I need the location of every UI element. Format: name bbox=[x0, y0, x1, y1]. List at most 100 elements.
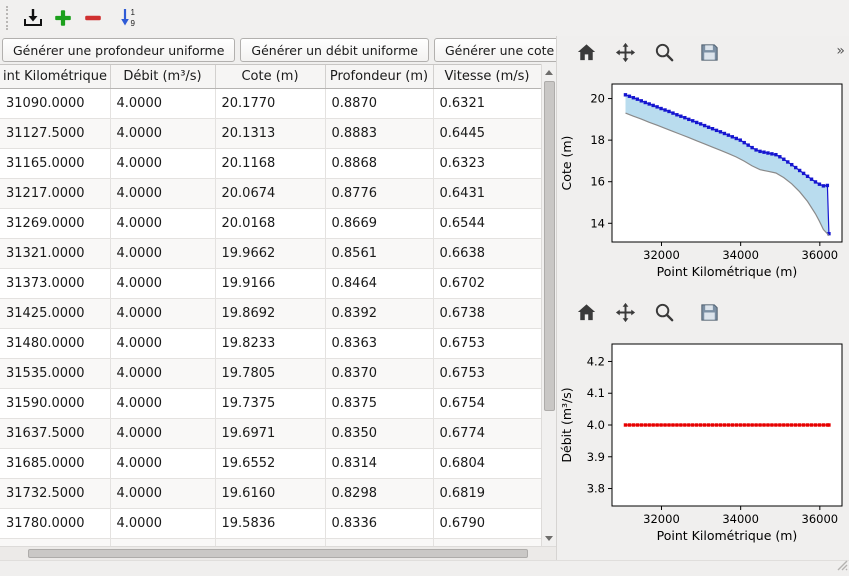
table-cell[interactable]: 19.5836 bbox=[215, 508, 326, 539]
resize-grip[interactable] bbox=[835, 556, 848, 575]
table-cell[interactable]: 4.0000 bbox=[110, 328, 216, 359]
table-cell[interactable]: 4.0000 bbox=[110, 538, 216, 546]
table-cell[interactable]: 0.6790 bbox=[433, 508, 541, 539]
table-cell[interactable]: 0.8298 bbox=[325, 478, 434, 509]
table-cell[interactable]: 19.6160 bbox=[215, 478, 326, 509]
column-header-0[interactable]: int Kilométrique ( bbox=[0, 65, 111, 89]
table-cell[interactable]: 0.8868 bbox=[325, 148, 434, 179]
table-cell[interactable]: 20.1770 bbox=[215, 88, 326, 119]
table-cell[interactable]: 19.9166 bbox=[215, 268, 326, 299]
zoom-button[interactable] bbox=[651, 41, 677, 67]
panel-splitter[interactable] bbox=[556, 36, 557, 560]
toolbar-handle[interactable] bbox=[6, 6, 12, 30]
table-cell[interactable]: 19.8692 bbox=[215, 298, 326, 329]
table-cell[interactable]: 31425.0000 bbox=[0, 298, 111, 329]
table-cell[interactable]: 4.0000 bbox=[110, 478, 216, 509]
column-header-4[interactable]: Vitesse (m/s) bbox=[433, 65, 541, 89]
table-cell[interactable]: 0.6445 bbox=[433, 118, 541, 149]
table-cell[interactable]: 0.6774 bbox=[433, 418, 541, 449]
table-cell[interactable]: 19.8233 bbox=[215, 328, 326, 359]
table-cell[interactable]: 0.6638 bbox=[433, 238, 541, 269]
table-cell[interactable]: 0.8870 bbox=[325, 88, 434, 119]
table-cell[interactable]: 0.6738 bbox=[433, 298, 541, 329]
table-cell[interactable]: 0.8392 bbox=[325, 298, 434, 329]
download-button[interactable] bbox=[18, 3, 48, 33]
table-cell[interactable]: 0.6323 bbox=[433, 148, 541, 179]
table-cell[interactable]: 0.6577 bbox=[433, 538, 541, 546]
column-header-1[interactable]: Débit (m³/s) bbox=[110, 65, 216, 89]
table-cell[interactable]: 31637.5000 bbox=[0, 418, 111, 449]
column-header-2[interactable]: Cote (m) bbox=[215, 65, 326, 89]
table-cell[interactable]: 0.6544 bbox=[433, 208, 541, 239]
table-cell[interactable]: 0.6754 bbox=[433, 388, 541, 419]
table-cell[interactable]: 31535.0000 bbox=[0, 358, 111, 389]
table-cell[interactable]: 20.0674 bbox=[215, 178, 326, 209]
generate-uniform-depth-button[interactable]: Générer une profondeur uniforme bbox=[2, 38, 236, 62]
table-vertical-scrollbar[interactable] bbox=[541, 64, 556, 546]
table-cell[interactable]: 0.8375 bbox=[325, 388, 434, 419]
table-cell[interactable]: 31590.0000 bbox=[0, 388, 111, 419]
save-figure-button-2[interactable] bbox=[696, 301, 722, 327]
horizontal-scrollbar-thumb[interactable] bbox=[28, 549, 528, 558]
table-cell[interactable]: 19.7805 bbox=[215, 358, 326, 389]
pan-button-2[interactable] bbox=[612, 301, 638, 327]
scroll-down-arrow[interactable] bbox=[542, 531, 556, 545]
zoom-button-2[interactable] bbox=[651, 301, 677, 327]
table-cell[interactable]: 31217.0000 bbox=[0, 178, 111, 209]
table-cell[interactable]: 0.8370 bbox=[325, 358, 434, 389]
table-cell[interactable]: 4.0000 bbox=[110, 178, 216, 209]
table-cell[interactable]: 19.7375 bbox=[215, 388, 326, 419]
table-cell[interactable]: 19.6552 bbox=[215, 448, 326, 479]
table-horizontal-scrollbar[interactable] bbox=[0, 546, 556, 560]
save-figure-button[interactable] bbox=[696, 41, 722, 67]
remove-row-button[interactable] bbox=[78, 3, 108, 33]
table-cell[interactable]: 0.8583 bbox=[325, 538, 434, 546]
table-cell[interactable]: 0.8669 bbox=[325, 208, 434, 239]
table-cell[interactable]: 4.0000 bbox=[110, 238, 216, 269]
table-cell[interactable]: 0.8336 bbox=[325, 508, 434, 539]
table-cell[interactable]: 20.0168 bbox=[215, 208, 326, 239]
table-cell[interactable]: 31321.0000 bbox=[0, 238, 111, 269]
home-button-2[interactable] bbox=[573, 301, 599, 327]
table-cell[interactable]: 31732.5000 bbox=[0, 478, 111, 509]
debit-profile-chart[interactable]: 32000 34000 36000 3.8 3.9 4.0 4.1 4.2 Point Kilo… bbox=[557, 332, 849, 560]
pan-button[interactable] bbox=[612, 41, 638, 67]
home-button[interactable] bbox=[573, 41, 599, 67]
vertical-scrollbar-thumb[interactable] bbox=[544, 81, 555, 411]
table-cell[interactable]: 31090.0000 bbox=[0, 88, 111, 119]
table-cell[interactable]: 0.6753 bbox=[433, 358, 541, 389]
table-cell[interactable]: 19.5779 bbox=[215, 538, 326, 546]
add-row-button[interactable] bbox=[48, 3, 78, 33]
cote-profile-chart[interactable]: 32000 34000 36000 14 16 18 20 Point Kilométriqu… bbox=[557, 72, 849, 296]
table-cell[interactable]: 31827.0000 bbox=[0, 538, 111, 546]
table-cell[interactable]: 0.8363 bbox=[325, 328, 434, 359]
table-cell[interactable]: 4.0000 bbox=[110, 148, 216, 179]
table-cell[interactable]: 31373.0000 bbox=[0, 268, 111, 299]
table-cell[interactable]: 4.0000 bbox=[110, 358, 216, 389]
table-cell[interactable]: 0.6804 bbox=[433, 448, 541, 479]
table-cell[interactable]: 0.6819 bbox=[433, 478, 541, 509]
generate-uniform-flow-button[interactable]: Générer un débit uniforme bbox=[240, 38, 429, 62]
table-cell[interactable]: 31269.0000 bbox=[0, 208, 111, 239]
table-cell[interactable]: 31685.0000 bbox=[0, 448, 111, 479]
table-cell[interactable]: 19.9662 bbox=[215, 238, 326, 269]
table-cell[interactable]: 4.0000 bbox=[110, 88, 216, 119]
table-cell[interactable]: 31480.0000 bbox=[0, 328, 111, 359]
table-cell[interactable]: 20.1168 bbox=[215, 148, 326, 179]
table-cell[interactable]: 4.0000 bbox=[110, 418, 216, 449]
table-cell[interactable]: 0.8464 bbox=[325, 268, 434, 299]
table-cell[interactable]: 4.0000 bbox=[110, 268, 216, 299]
table-cell[interactable]: 0.8883 bbox=[325, 118, 434, 149]
table-cell[interactable]: 31127.5000 bbox=[0, 118, 111, 149]
scroll-up-arrow[interactable] bbox=[542, 65, 556, 79]
table-cell[interactable]: 20.1313 bbox=[215, 118, 326, 149]
table-cell[interactable]: 4.0000 bbox=[110, 508, 216, 539]
sort-button[interactable]: 1 9 bbox=[114, 3, 144, 33]
table-cell[interactable]: 0.6321 bbox=[433, 88, 541, 119]
table-cell[interactable]: 0.8776 bbox=[325, 178, 434, 209]
column-header-3[interactable]: Profondeur (m) bbox=[325, 65, 434, 89]
table-cell[interactable]: 0.8314 bbox=[325, 448, 434, 479]
table-cell[interactable]: 0.6702 bbox=[433, 268, 541, 299]
table-cell[interactable]: 4.0000 bbox=[110, 118, 216, 149]
table-cell[interactable]: 0.8561 bbox=[325, 238, 434, 269]
